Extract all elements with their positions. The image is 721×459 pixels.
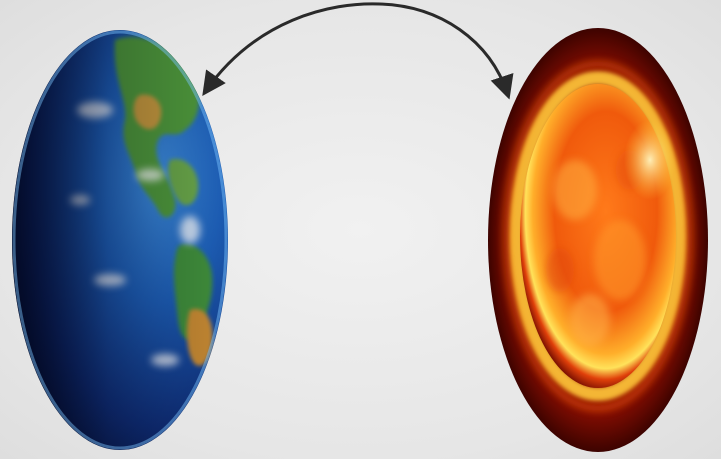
curved-arrow-icon	[202, 2, 514, 100]
sun-icon	[488, 28, 708, 452]
earth-globe-icon	[12, 30, 228, 450]
